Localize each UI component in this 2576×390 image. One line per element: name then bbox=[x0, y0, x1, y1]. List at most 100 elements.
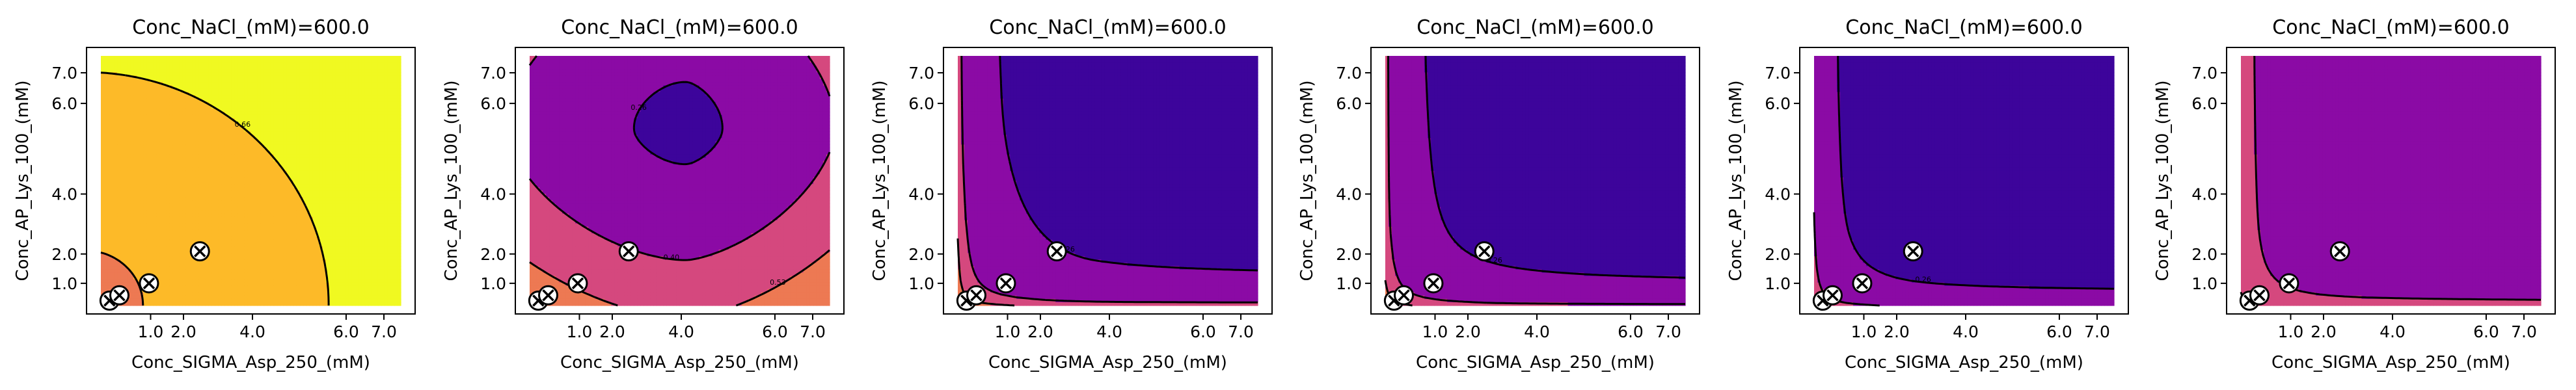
panel-title: Conc_NaCl_(mM)=600.0 bbox=[1845, 16, 2082, 39]
y-tick-label: 6.0 bbox=[480, 94, 506, 113]
sample-point-marker bbox=[2331, 242, 2349, 261]
y-axis-label: Conc_AP_Lys_100_(mM) bbox=[1297, 80, 1317, 281]
x-tick-label: 2.0 bbox=[1027, 322, 1053, 341]
y-tick-label: 7.0 bbox=[2191, 64, 2217, 83]
x-tick-label: 1.0 bbox=[995, 322, 1021, 341]
y-tick-label: 1.0 bbox=[1336, 274, 1362, 293]
x-tick-label: 6.0 bbox=[2046, 322, 2072, 341]
x-tick-label: 6.0 bbox=[762, 322, 788, 341]
x-tick-label: 7.0 bbox=[1655, 322, 1681, 341]
y-tick-label: 7.0 bbox=[480, 64, 506, 83]
x-tick-label: 6.0 bbox=[333, 322, 359, 341]
y-tick-label: 6.0 bbox=[51, 94, 77, 113]
contour-panel-3: Conc_NaCl_(mM)=600.00.261.0 2.0 4.0 6.0 7.01… bbox=[870, 16, 1272, 372]
sample-point-marker bbox=[1824, 286, 1842, 304]
sample-point-marker bbox=[191, 242, 209, 261]
contour-fill bbox=[1385, 56, 1686, 306]
y-tick-label: 7.0 bbox=[1336, 64, 1362, 83]
x-tick-label: 7.0 bbox=[1228, 322, 1254, 341]
contour-fill bbox=[1814, 56, 2115, 306]
y-tick-label: 2.0 bbox=[51, 245, 77, 264]
contour-panel-1: Conc_NaCl_(mM)=600.00.661.0 2.0 4.0 6.0 7.01… bbox=[13, 16, 415, 372]
y-tick-label: 4.0 bbox=[1336, 185, 1362, 204]
panel-title: Conc_NaCl_(mM)=600.0 bbox=[132, 16, 369, 39]
x-tick-label: 4.0 bbox=[1096, 322, 1122, 341]
x-axis-label: Conc_SIGMA_Asp_250_(mM) bbox=[560, 353, 799, 372]
x-tick-label: 6.0 bbox=[2473, 322, 2499, 341]
y-tick-label: 1.0 bbox=[908, 274, 934, 293]
y-tick-label: 2.0 bbox=[1765, 245, 1791, 264]
y-axis-label: Conc_AP_Lys_100_(mM) bbox=[1726, 80, 1746, 281]
x-tick-label: 1.0 bbox=[1422, 322, 1448, 341]
contour-panel-5: Conc_NaCl_(mM)=600.0 0.26 1.0 2.0 4.0 6.0 7.0 1… bbox=[1726, 16, 2128, 372]
x-tick-label: 1.0 bbox=[2278, 322, 2304, 341]
y-tick-label: 2.0 bbox=[480, 245, 506, 264]
sample-point-marker bbox=[539, 286, 558, 304]
sample-point-marker bbox=[2251, 286, 2269, 304]
x-tick-label: 4.0 bbox=[239, 322, 265, 341]
x-axis-label: Conc_SIGMA_Asp_250_(mM) bbox=[1416, 353, 1655, 372]
x-tick-label: 4.0 bbox=[1524, 322, 1550, 341]
y-tick-label: 2.0 bbox=[2191, 245, 2217, 264]
sample-point-marker bbox=[1424, 274, 1443, 292]
sample-point-marker bbox=[569, 274, 587, 292]
x-axis-label: Conc_SIGMA_Asp_250_(mM) bbox=[131, 353, 370, 372]
x-tick-label: 7.0 bbox=[2084, 322, 2110, 341]
x-tick-label: 2.0 bbox=[1884, 322, 1910, 341]
x-tick-label: 7.0 bbox=[800, 322, 826, 341]
contour-level-label: 0.40 bbox=[664, 254, 680, 262]
y-tick-label: 1.0 bbox=[51, 274, 77, 293]
y-tick-label: 4.0 bbox=[480, 185, 506, 204]
x-axis-label: Conc_SIGMA_Asp_250_(mM) bbox=[2271, 353, 2510, 372]
y-axis-label: Conc_AP_Lys_100_(mM) bbox=[870, 80, 889, 281]
contour-level-label: 0.26 bbox=[1915, 276, 1931, 284]
sample-point-marker bbox=[1048, 242, 1066, 261]
y-tick-label: 2.0 bbox=[1336, 245, 1362, 264]
x-tick-label: 6.0 bbox=[1618, 322, 1644, 341]
y-axis-label: Conc_AP_Lys_100_(mM) bbox=[13, 80, 33, 281]
contour-panel-2: Conc_NaCl_(mM)=600.00.260.400.531.0 2.0 4.… bbox=[442, 16, 844, 372]
x-tick-label: 2.0 bbox=[170, 322, 197, 341]
contour-level-label: 0.26 bbox=[630, 103, 647, 112]
y-tick-label: 6.0 bbox=[2191, 94, 2217, 113]
x-tick-label: 6.0 bbox=[1190, 322, 1216, 341]
y-tick-label: 1.0 bbox=[2191, 274, 2217, 293]
y-tick-label: 6.0 bbox=[1336, 94, 1362, 113]
sample-point-marker bbox=[968, 286, 986, 304]
y-axis-label: Conc_AP_Lys_100_(mM) bbox=[442, 80, 461, 281]
sample-point-marker bbox=[111, 286, 129, 304]
x-axis-label: Conc_SIGMA_Asp_250_(mM) bbox=[988, 353, 1227, 372]
y-tick-label: 6.0 bbox=[908, 94, 934, 113]
panel-title: Conc_NaCl_(mM)=600.0 bbox=[1417, 16, 1653, 39]
x-tick-label: 4.0 bbox=[668, 322, 694, 341]
contour-panel-6: Conc_NaCl_(mM)=600.0 1.0 2.0 4.0 6.0 7.0 1.0 2.… bbox=[2153, 16, 2555, 372]
y-tick-label: 1.0 bbox=[480, 274, 506, 293]
contour-fill bbox=[530, 56, 830, 306]
x-tick-label: 1.0 bbox=[1851, 322, 1877, 341]
sample-point-marker bbox=[2280, 274, 2298, 292]
y-tick-label: 1.0 bbox=[1765, 274, 1791, 293]
y-tick-label: 7.0 bbox=[51, 64, 77, 83]
contour-panel-4: Conc_NaCl_(mM)=600.00.261.0 2.0 4.0 6.0 7.01… bbox=[1297, 16, 1700, 372]
sample-point-marker bbox=[1475, 242, 1493, 261]
x-tick-label: 1.0 bbox=[567, 322, 593, 341]
contour-fill bbox=[101, 56, 401, 306]
x-tick-label: 4.0 bbox=[2379, 322, 2406, 341]
sample-point-marker bbox=[140, 274, 158, 292]
contour-fill bbox=[2241, 56, 2542, 306]
panel-title: Conc_NaCl_(mM)=600.0 bbox=[989, 16, 1226, 39]
y-tick-label: 7.0 bbox=[908, 64, 934, 83]
y-tick-label: 4.0 bbox=[2191, 185, 2217, 204]
x-tick-label: 2.0 bbox=[2311, 322, 2337, 341]
y-axis-label: Conc_AP_Lys_100_(mM) bbox=[2153, 80, 2173, 281]
x-tick-label: 7.0 bbox=[371, 322, 397, 341]
contour-level-label: 0.53 bbox=[770, 278, 786, 287]
x-tick-label: 7.0 bbox=[2511, 322, 2537, 341]
sample-point-marker bbox=[1853, 274, 1871, 292]
x-tick-label: 4.0 bbox=[1953, 322, 1979, 341]
panel-title: Conc_NaCl_(mM)=600.0 bbox=[2272, 16, 2509, 39]
x-axis-label: Conc_SIGMA_Asp_250_(mM) bbox=[1845, 353, 2083, 372]
y-tick-label: 2.0 bbox=[908, 245, 934, 264]
x-tick-label: 1.0 bbox=[138, 322, 164, 341]
